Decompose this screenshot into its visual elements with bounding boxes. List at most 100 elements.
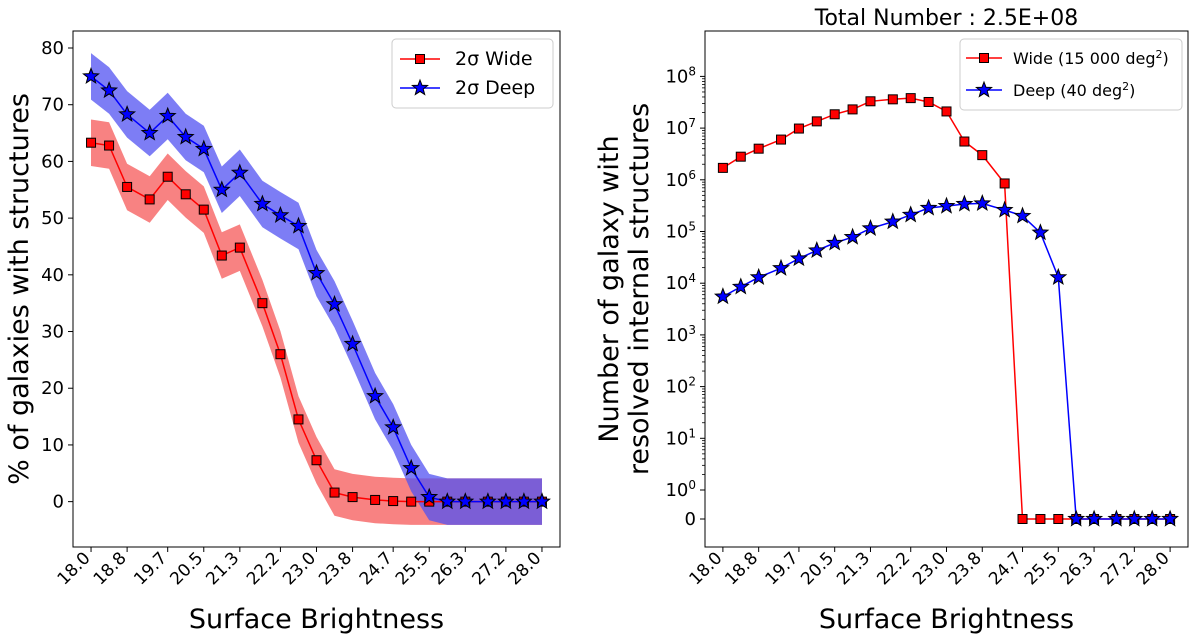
point-deep	[496, 492, 515, 510]
point-wide	[370, 494, 381, 505]
y-tick-base: 10	[665, 480, 688, 501]
y-tick-exponent: 2	[688, 375, 696, 389]
band-deep	[91, 53, 542, 525]
x-tick-label: 26.3	[1057, 548, 1098, 589]
point-wide	[829, 109, 840, 120]
right-y-axis-label-line1: Number of galaxy with	[594, 135, 625, 442]
right-chart-title: Total Number : 2.5E+08	[814, 6, 1078, 31]
point-deep	[955, 194, 974, 212]
right-chart-panel: Total Number : 2.5E+08 01001011021031041…	[594, 6, 1189, 635]
point-wide	[144, 194, 155, 205]
point-wide	[959, 136, 970, 147]
point-deep	[749, 267, 768, 285]
right-x-axis-label: Surface Brightness	[819, 604, 1074, 635]
y-tick-exponent: 3	[688, 323, 696, 337]
y-tick-base: 10	[665, 325, 688, 346]
right-x-axis-ticks: 18.018.8 19.720.521.3 22.223.023.8 24.725.5…	[686, 547, 1174, 589]
y-tick-label: 101	[665, 426, 696, 449]
point-wide	[905, 93, 916, 104]
point-deep	[883, 212, 902, 230]
point-deep	[807, 240, 826, 259]
point-wide	[847, 104, 858, 115]
legend-marker	[411, 78, 429, 96]
point-deep	[1013, 206, 1032, 224]
y-tick-base: 10	[665, 118, 688, 139]
x-tick-label: 20.5	[797, 548, 838, 589]
point-wide	[388, 496, 399, 507]
y-tick-base: 10	[665, 273, 688, 294]
x-tick-label: 18.8	[90, 548, 131, 589]
y-tick-label: 0	[53, 492, 64, 513]
point-wide	[406, 496, 417, 507]
point-deep	[861, 218, 880, 236]
point-deep	[713, 287, 732, 305]
point-deep	[289, 216, 308, 234]
left-legend-swatch-deep	[400, 78, 440, 96]
right-legend-label-wide-main: Wide (15 000 deg	[1013, 49, 1155, 68]
point-deep	[1125, 509, 1144, 527]
right-legend-label-deep-sup: 2	[1122, 80, 1129, 93]
band-wide	[91, 119, 542, 525]
point-wide	[941, 106, 952, 117]
point-wide	[1053, 514, 1064, 524]
point-deep	[901, 205, 920, 223]
y-tick-label: 107	[665, 116, 696, 139]
legend-marker	[975, 80, 993, 98]
left-y-axis-label: % of galaxies with structures	[4, 93, 35, 485]
right-legend-label-wide: Wide (15 000 deg2)	[1013, 48, 1169, 69]
y-tick-exponent: 6	[688, 168, 696, 182]
point-deep	[194, 139, 213, 157]
point-deep	[366, 386, 385, 404]
point-wide	[198, 204, 209, 215]
left-series-markers	[82, 66, 551, 510]
point-wide	[329, 487, 340, 498]
left-legend: 2σ Wide 2σ Deep	[391, 38, 554, 109]
y-tick-label: 80	[41, 38, 64, 59]
point-deep	[514, 492, 533, 510]
point-wide	[162, 171, 173, 182]
y-tick-label: 106	[665, 168, 696, 191]
point-deep	[533, 492, 551, 510]
y-tick-label: 103	[665, 323, 696, 346]
y-tick-base: 10	[665, 66, 688, 87]
y-tick-label: 30	[41, 322, 64, 343]
point-wide	[234, 242, 245, 253]
point-wide	[122, 181, 133, 192]
left-x-axis-label: Surface Brightness	[189, 604, 444, 635]
point-deep	[158, 106, 177, 124]
point-deep	[825, 233, 844, 251]
x-tick-label: 22.2	[243, 548, 284, 589]
point-deep	[937, 196, 956, 214]
y-tick-exponent: 0	[688, 478, 696, 492]
x-tick-label: 21.3	[202, 548, 243, 589]
right-legend-box	[959, 38, 1183, 111]
right-legend-label-deep-end: )	[1129, 81, 1135, 100]
point-wide	[104, 140, 115, 151]
right-series-markers	[713, 93, 1180, 527]
point-deep	[343, 334, 362, 352]
point-deep	[307, 263, 326, 281]
point-deep	[384, 417, 403, 435]
y-tick-exponent: 1	[688, 426, 696, 440]
point-wide	[977, 150, 988, 161]
left-legend-entry-deep: 2σ Deep	[400, 77, 535, 99]
x-tick-label: 23.8	[945, 548, 986, 589]
point-wide	[311, 455, 322, 466]
x-tick-label: 18.0	[54, 548, 95, 589]
point-wide	[923, 96, 934, 107]
point-deep	[118, 105, 137, 122]
right-legend-label-deep-main: Deep (40 deg	[1013, 81, 1122, 100]
point-deep	[1067, 509, 1086, 527]
right-y-axis-label-line2: resolved internal structures	[624, 103, 655, 475]
right-legend-swatch-deep	[966, 80, 1002, 98]
point-deep	[420, 487, 439, 505]
point-wide	[753, 143, 764, 154]
x-tick-label: 23.0	[279, 548, 320, 589]
right-legend-swatch-wide	[966, 53, 1002, 63]
point-wide	[793, 123, 804, 134]
point-deep	[230, 163, 249, 181]
x-tick-label: 25.5	[1021, 548, 1062, 589]
point-wide	[180, 189, 191, 200]
left-chart-panel: 0 10 20 30 40 50 60 70 80 18.018.8 19.720.521.3 22…	[4, 30, 561, 635]
legend-marker	[979, 53, 989, 63]
